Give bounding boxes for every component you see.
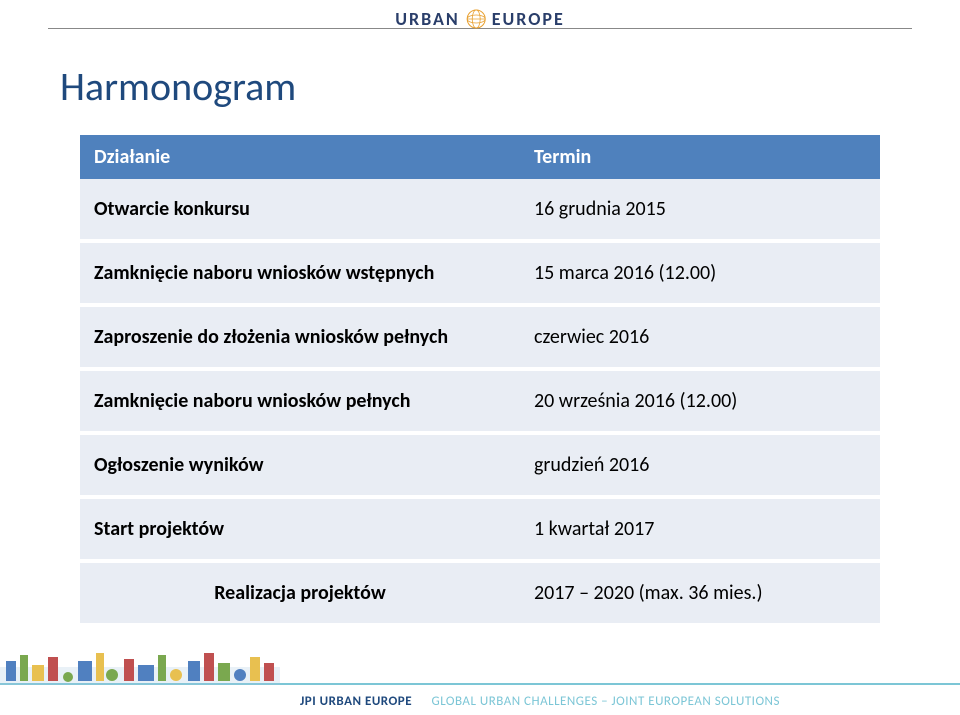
logo: URBAN EUROPE	[395, 8, 565, 30]
cell-action: Realizacja projektów	[80, 561, 520, 625]
footer-jpi: JPI URBAN EUROPE	[300, 694, 412, 709]
cell-action: Zamknięcie naboru wniosków pełnych	[80, 369, 520, 433]
cell-date: grudzień 2016	[520, 433, 880, 497]
cell-date: 20 września 2016 (12.00)	[520, 369, 880, 433]
table-row: Start projektów 1 kwartał 2017	[80, 497, 880, 561]
footer-text: JPI URBAN EUROPE GLOBAL URBAN CHALLENGES…	[300, 694, 780, 709]
table-row: Zaproszenie do złożenia wniosków pełnych…	[80, 305, 880, 369]
table-row: Realizacja projektów 2017 – 2020 (max. 3…	[80, 561, 880, 625]
slide: URBAN EUROPE Harmonogram Działanie Termi…	[0, 0, 960, 715]
cell-date: 15 marca 2016 (12.00)	[520, 241, 880, 305]
logo-europe-text: EUROPE	[492, 8, 565, 30]
cell-date: 16 grudnia 2015	[520, 179, 880, 241]
cell-action: Otwarcie konkursu	[80, 179, 520, 241]
footer: JPI URBAN EUROPE GLOBAL URBAN CHALLENGES…	[0, 645, 960, 715]
globe-icon	[466, 9, 486, 29]
schedule-table: Działanie Termin Otwarcie konkursu 16 gr…	[80, 135, 880, 627]
cell-action: Zaproszenie do złożenia wniosków pełnych	[80, 305, 520, 369]
page-title: Harmonogram	[60, 62, 296, 111]
footer-tagline: GLOBAL URBAN CHALLENGES – JOINT EUROPEAN…	[432, 694, 780, 709]
table-row: Otwarcie konkursu 16 grudnia 2015	[80, 179, 880, 241]
cell-date: 1 kwartał 2017	[520, 497, 880, 561]
cell-action: Ogłoszenie wyników	[80, 433, 520, 497]
table-row: Zamknięcie naboru wniosków wstępnych 15 …	[80, 241, 880, 305]
city-illustration-icon	[0, 647, 280, 685]
cell-action: Start projektów	[80, 497, 520, 561]
table-header-date: Termin	[520, 135, 880, 179]
cell-action: Zamknięcie naboru wniosków wstępnych	[80, 241, 520, 305]
table-header-action: Działanie	[80, 135, 520, 179]
table-header-row: Działanie Termin	[80, 135, 880, 179]
table-row: Zamknięcie naboru wniosków pełnych 20 wr…	[80, 369, 880, 433]
logo-urban-text: URBAN	[395, 8, 460, 30]
table-row: Ogłoszenie wyników grudzień 2016	[80, 433, 880, 497]
cell-date: 2017 – 2020 (max. 36 mies.)	[520, 561, 880, 625]
cell-date: czerwiec 2016	[520, 305, 880, 369]
